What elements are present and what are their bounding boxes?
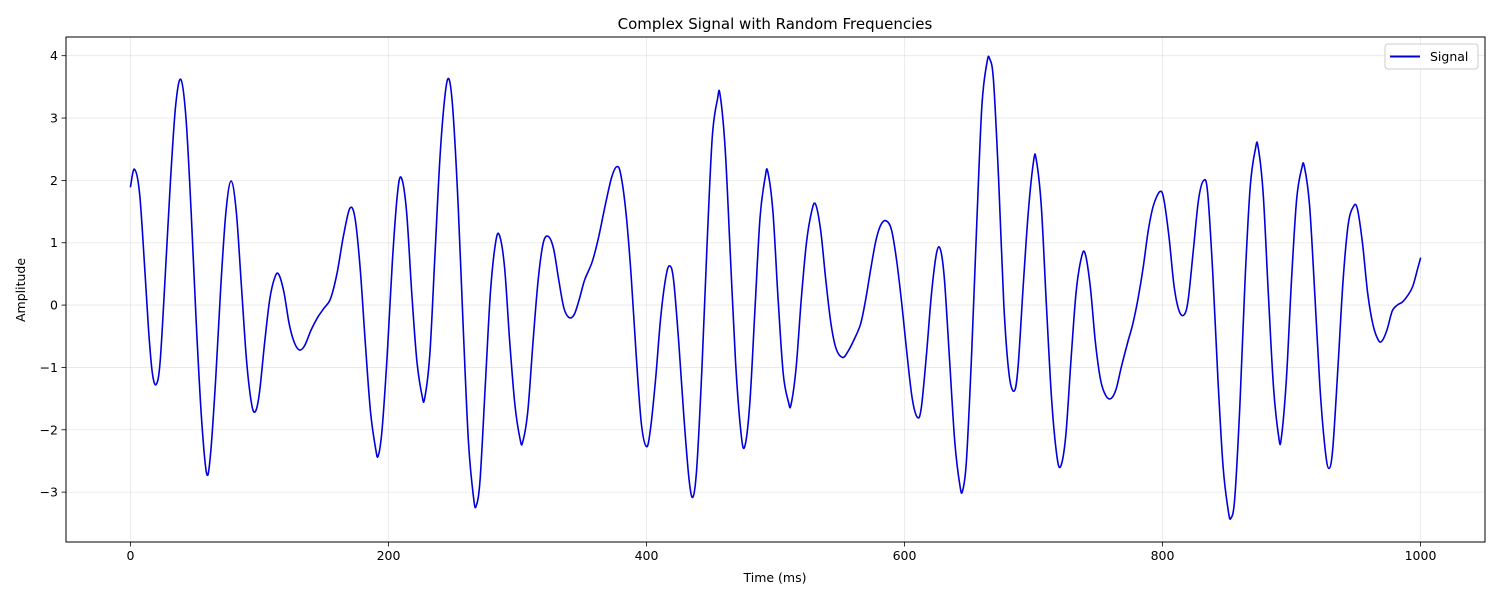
y-tick-label: −1 [40,360,58,375]
x-axis-label: Time (ms) [742,570,806,585]
y-tick-label: 4 [50,48,58,63]
y-tick-label: 0 [50,298,58,313]
y-tick-label: −3 [40,485,58,500]
y-tick-label: −2 [40,422,58,437]
x-tick-label: 1000 [1405,548,1437,563]
plot-frame [65,36,1486,543]
legend: Signal [1384,43,1479,70]
legend-signal-label: Signal [1430,49,1468,64]
series-layer [129,55,1422,521]
x-tick-label: 800 [1151,548,1175,563]
x-tick-label: 600 [893,548,917,563]
y-tick-label: 2 [50,173,58,188]
y-tick-label: 1 [50,235,58,250]
grid [66,37,1485,542]
ticks: 0 200 400 600 800 1000 −3 −2 −1 0 1 2 3 4 [40,48,1437,563]
y-axis-label: Amplitude [13,258,28,322]
x-tick-label: 200 [377,548,401,563]
x-tick-label: 400 [635,548,659,563]
legend-box [1384,43,1479,70]
series-line-signal [129,55,1422,521]
y-tick-label: 3 [50,111,58,126]
chart-title: Complex Signal with Random Frequencies [618,15,933,33]
x-tick-label: 0 [127,548,135,563]
